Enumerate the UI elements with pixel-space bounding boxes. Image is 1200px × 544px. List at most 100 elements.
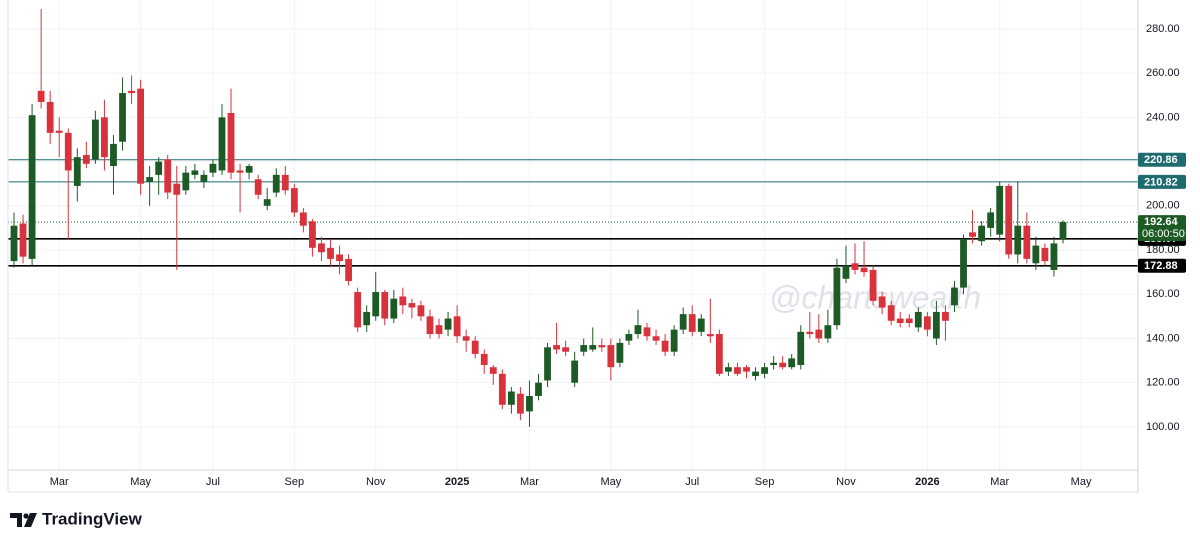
candle-body xyxy=(634,325,642,335)
candle-body xyxy=(10,225,18,262)
x-tick-label: Mar xyxy=(50,476,69,488)
candle-body xyxy=(598,345,606,348)
candle-body xyxy=(155,161,163,175)
candle-body xyxy=(354,292,362,328)
candle-body xyxy=(137,88,145,184)
candle-body xyxy=(19,223,27,257)
candle-body xyxy=(697,318,705,332)
levels xyxy=(8,159,1138,267)
candle-body xyxy=(544,347,551,381)
candle-body xyxy=(1059,222,1067,239)
candle-body xyxy=(878,296,886,308)
x-tick-label: Mar xyxy=(990,476,1009,488)
candle-body xyxy=(245,166,253,173)
candle-body xyxy=(408,303,416,308)
x-tick-label: May xyxy=(130,476,151,488)
grid xyxy=(8,0,1138,470)
level-label-box xyxy=(1138,174,1186,189)
logo-dot xyxy=(23,513,29,519)
y-tick-label: 280.00 xyxy=(1146,23,1180,35)
candle-body xyxy=(345,258,352,281)
x-tick-label: 2025 xyxy=(445,476,469,488)
candle-body xyxy=(336,254,343,262)
candle-body xyxy=(951,287,958,306)
last-price-box xyxy=(1138,215,1186,242)
candle-body xyxy=(480,353,488,365)
level-label-box xyxy=(1138,258,1186,273)
candle-body xyxy=(82,154,90,164)
candle-body xyxy=(128,90,135,94)
x-tick-label: May xyxy=(1071,476,1092,488)
candle-body xyxy=(200,174,208,182)
candle-body xyxy=(327,247,334,259)
candle-body xyxy=(724,367,732,372)
y-tick-label: 120.00 xyxy=(1146,377,1180,389)
candle-body xyxy=(453,316,461,337)
level-label: 210.82 xyxy=(1144,176,1178,188)
candle-body xyxy=(182,172,190,191)
logo-slash xyxy=(24,513,37,527)
candle-body xyxy=(119,93,126,142)
candle-body xyxy=(942,311,949,321)
candle-body xyxy=(236,170,244,173)
candle-body xyxy=(227,112,235,173)
candle-body xyxy=(55,130,63,133)
candle-body xyxy=(887,305,895,321)
candle-body xyxy=(526,395,533,412)
candle-body xyxy=(444,318,452,330)
candle-body xyxy=(1005,185,1013,255)
candle-body xyxy=(399,296,407,306)
candle-body xyxy=(281,174,289,191)
candle-body xyxy=(1050,243,1058,270)
candle-body xyxy=(905,318,913,323)
candle-body xyxy=(535,382,542,396)
candle-body xyxy=(28,115,36,259)
y-tick-label: 200.00 xyxy=(1146,200,1180,212)
candle-body xyxy=(743,367,750,372)
x-tick-label: Jul xyxy=(685,476,699,488)
candle-body xyxy=(625,334,633,341)
candle-body xyxy=(218,117,226,171)
x-tick-label: Nov xyxy=(366,476,386,488)
candle-body xyxy=(580,345,588,352)
candle-body xyxy=(851,263,859,270)
candle-body xyxy=(64,132,72,171)
level-label: 220.86 xyxy=(1144,154,1178,166)
candle-body xyxy=(381,292,389,319)
candle-body xyxy=(417,305,425,317)
x-tick-label: Mar xyxy=(520,476,539,488)
y-tick-label: 180.00 xyxy=(1146,244,1180,256)
candle-body xyxy=(688,314,696,332)
candle-body xyxy=(471,340,479,354)
candle-body xyxy=(978,225,986,242)
level-label: 172.88 xyxy=(1144,260,1178,272)
candle-body xyxy=(426,316,434,335)
candle-body xyxy=(1041,247,1049,262)
candle-body xyxy=(815,329,823,339)
candle-body xyxy=(507,391,515,405)
countdown-label: 06:00:50 xyxy=(1142,228,1185,240)
candle-body xyxy=(752,371,759,377)
candle-body xyxy=(652,336,660,341)
candle-body xyxy=(869,269,877,301)
candle-body xyxy=(299,212,307,226)
candle-body xyxy=(254,179,262,195)
last-price-label: 192.64 xyxy=(1144,216,1179,228)
candle-body xyxy=(517,393,524,414)
x-tick-label: Sep xyxy=(285,476,305,488)
brand-logo: TradingView xyxy=(10,509,143,528)
candle-body xyxy=(209,163,217,173)
candle-body xyxy=(996,185,1004,235)
candle-body xyxy=(110,143,117,167)
candles xyxy=(10,9,1067,427)
candle-body xyxy=(706,334,714,337)
candle-body xyxy=(46,101,54,133)
candle-body xyxy=(571,360,579,383)
candle-body xyxy=(37,90,45,102)
candle-body xyxy=(734,367,741,374)
candle-body xyxy=(797,331,805,365)
candle-body xyxy=(779,362,787,368)
candle-body xyxy=(788,358,796,368)
